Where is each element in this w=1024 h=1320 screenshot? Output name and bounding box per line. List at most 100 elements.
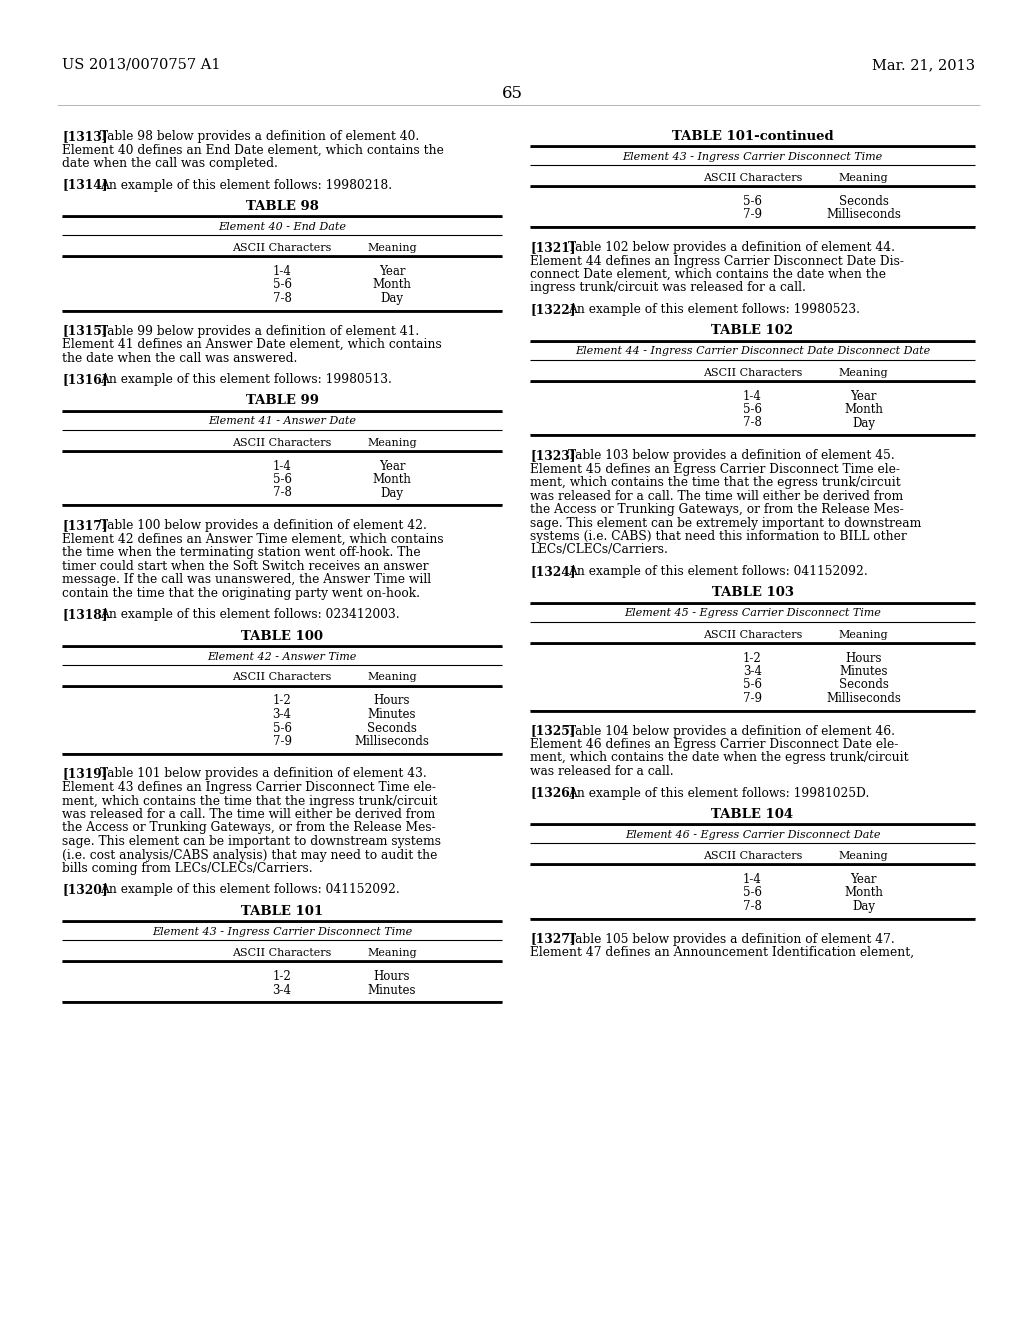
Text: 5-6: 5-6 [743, 403, 762, 416]
Text: Seconds: Seconds [367, 722, 417, 734]
Text: [1317]: [1317] [62, 519, 108, 532]
Text: [1313]: [1313] [62, 129, 108, 143]
Text: An example of this element follows: 19980513.: An example of this element follows: 1998… [100, 374, 392, 385]
Text: the Access or Trunking Gateways, or from the Release Mes-: the Access or Trunking Gateways, or from… [530, 503, 904, 516]
Text: [1314]: [1314] [62, 178, 108, 191]
Text: Table 101 below provides a definition of element 43.: Table 101 below provides a definition of… [100, 767, 427, 780]
Text: sage. This element can be extremely important to downstream: sage. This element can be extremely impo… [530, 516, 922, 529]
Text: Minutes: Minutes [368, 708, 416, 721]
Text: 65: 65 [502, 84, 522, 102]
Text: 3-4: 3-4 [743, 665, 762, 678]
Text: An example of this element follows: 19980523.: An example of this element follows: 1998… [568, 304, 860, 315]
Text: Year: Year [379, 265, 406, 279]
Text: An example of this element follows: 19980218.: An example of this element follows: 1998… [100, 178, 392, 191]
Text: Element 45 defines an Egress Carrier Disconnect Time ele-: Element 45 defines an Egress Carrier Dis… [530, 462, 900, 475]
Text: date when the call was completed.: date when the call was completed. [62, 157, 278, 170]
Text: Element 43 defines an Ingress Carrier Disconnect Time ele-: Element 43 defines an Ingress Carrier Di… [62, 781, 436, 795]
Text: ASCII Characters: ASCII Characters [232, 672, 332, 682]
Text: 7-8: 7-8 [743, 417, 762, 429]
Text: Element 43 - Ingress Carrier Disconnect Time: Element 43 - Ingress Carrier Disconnect … [152, 927, 412, 937]
Text: Day: Day [381, 292, 403, 305]
Text: Element 47 defines an Announcement Identification element,: Element 47 defines an Announcement Ident… [530, 946, 914, 960]
Text: 5-6: 5-6 [743, 195, 762, 209]
Text: connect Date element, which contains the date when the: connect Date element, which contains the… [530, 268, 886, 281]
Text: contain the time that the originating party went on-hook.: contain the time that the originating pa… [62, 586, 420, 599]
Text: [1321]: [1321] [530, 242, 575, 253]
Text: message. If the call was unanswered, the Answer Time will: message. If the call was unanswered, the… [62, 573, 431, 586]
Text: Meaning: Meaning [368, 672, 417, 682]
Text: Mar. 21, 2013: Mar. 21, 2013 [871, 58, 975, 73]
Text: Element 41 - Answer Date: Element 41 - Answer Date [208, 417, 356, 426]
Text: Table 103 below provides a definition of element 45.: Table 103 below provides a definition of… [568, 449, 895, 462]
Text: Month: Month [373, 473, 412, 486]
Text: Table 100 below provides a definition of element 42.: Table 100 below provides a definition of… [100, 519, 427, 532]
Text: Day: Day [381, 487, 403, 499]
Text: Table 98 below provides a definition of element 40.: Table 98 below provides a definition of … [100, 129, 419, 143]
Text: 1-4: 1-4 [272, 459, 292, 473]
Text: systems (i.e. CABS) that need this information to BILL other: systems (i.e. CABS) that need this infor… [530, 531, 906, 543]
Text: Element 45 - Egress Carrier Disconnect Time: Element 45 - Egress Carrier Disconnect T… [624, 609, 881, 619]
Text: 7-8: 7-8 [272, 487, 292, 499]
Text: Seconds: Seconds [839, 195, 889, 209]
Text: [1326]: [1326] [530, 787, 575, 800]
Text: 1-4: 1-4 [743, 873, 762, 886]
Text: 5-6: 5-6 [272, 279, 292, 292]
Text: Table 99 below provides a definition of element 41.: Table 99 below provides a definition of … [100, 325, 419, 338]
Text: Meaning: Meaning [839, 630, 889, 639]
Text: timer could start when the Soft Switch receives an answer: timer could start when the Soft Switch r… [62, 560, 428, 573]
Text: Meaning: Meaning [368, 437, 417, 447]
Text: ASCII Characters: ASCII Characters [232, 437, 332, 447]
Text: Meaning: Meaning [368, 243, 417, 253]
Text: Element 44 - Ingress Carrier Disconnect Date Disconnect Date: Element 44 - Ingress Carrier Disconnect … [574, 346, 930, 356]
Text: Minutes: Minutes [368, 983, 416, 997]
Text: sage. This element can be important to downstream systems: sage. This element can be important to d… [62, 836, 441, 847]
Text: ASCII Characters: ASCII Characters [702, 367, 802, 378]
Text: Day: Day [852, 417, 876, 429]
Text: Year: Year [851, 389, 877, 403]
Text: 7-9: 7-9 [743, 209, 762, 222]
Text: Year: Year [379, 459, 406, 473]
Text: TABLE 104: TABLE 104 [712, 808, 794, 821]
Text: Element 43 - Ingress Carrier Disconnect Time: Element 43 - Ingress Carrier Disconnect … [623, 152, 883, 162]
Text: 1-2: 1-2 [272, 694, 292, 708]
Text: bills coming from LECs/CLECs/Carriers.: bills coming from LECs/CLECs/Carriers. [62, 862, 312, 875]
Text: 1-2: 1-2 [272, 970, 292, 983]
Text: An example of this element follows: 041152092.: An example of this element follows: 0411… [568, 565, 867, 578]
Text: Element 40 defines an End Date element, which contains the: Element 40 defines an End Date element, … [62, 144, 443, 157]
Text: [1323]: [1323] [530, 449, 575, 462]
Text: [1315]: [1315] [62, 325, 108, 338]
Text: Month: Month [373, 279, 412, 292]
Text: Element 44 defines an Ingress Carrier Disconnect Date Dis-: Element 44 defines an Ingress Carrier Di… [530, 255, 904, 268]
Text: the Access or Trunking Gateways, or from the Release Mes-: the Access or Trunking Gateways, or from… [62, 821, 436, 834]
Text: (i.e. cost analysis/CABS analysis) that may need to audit the: (i.e. cost analysis/CABS analysis) that … [62, 849, 437, 862]
Text: 1-4: 1-4 [272, 265, 292, 279]
Text: Minutes: Minutes [840, 665, 888, 678]
Text: Element 46 defines an Egress Carrier Disconnect Date ele-: Element 46 defines an Egress Carrier Dis… [530, 738, 898, 751]
Text: Element 40 - End Date: Element 40 - End Date [218, 222, 346, 232]
Text: An example of this element follows: 023412003.: An example of this element follows: 0234… [100, 609, 399, 620]
Text: [1318]: [1318] [62, 609, 108, 620]
Text: [1319]: [1319] [62, 767, 108, 780]
Text: the time when the terminating station went off-hook. The: the time when the terminating station we… [62, 546, 421, 558]
Text: ment, which contains the date when the egress trunk/circuit: ment, which contains the date when the e… [530, 751, 908, 764]
Text: Element 41 defines an Answer Date element, which contains: Element 41 defines an Answer Date elemen… [62, 338, 441, 351]
Text: Meaning: Meaning [839, 367, 889, 378]
Text: Milliseconds: Milliseconds [354, 735, 429, 748]
Text: Element 46 - Egress Carrier Disconnect Date: Element 46 - Egress Carrier Disconnect D… [625, 830, 881, 840]
Text: TABLE 101-continued: TABLE 101-continued [672, 129, 834, 143]
Text: 5-6: 5-6 [272, 722, 292, 734]
Text: was released for a call. The time will either be derived from: was released for a call. The time will e… [530, 490, 903, 503]
Text: Meaning: Meaning [368, 948, 417, 958]
Text: 5-6: 5-6 [272, 473, 292, 486]
Text: Milliseconds: Milliseconds [826, 692, 901, 705]
Text: ment, which contains the time that the ingress trunk/circuit: ment, which contains the time that the i… [62, 795, 437, 808]
Text: ASCII Characters: ASCII Characters [702, 851, 802, 861]
Text: TABLE 101: TABLE 101 [241, 906, 323, 917]
Text: An example of this element follows: 19981025D.: An example of this element follows: 1998… [568, 787, 869, 800]
Text: [1316]: [1316] [62, 374, 108, 385]
Text: Meaning: Meaning [839, 173, 889, 183]
Text: TABLE 98: TABLE 98 [246, 201, 318, 213]
Text: 1-4: 1-4 [743, 389, 762, 403]
Text: Year: Year [851, 873, 877, 886]
Text: TABLE 103: TABLE 103 [712, 586, 794, 599]
